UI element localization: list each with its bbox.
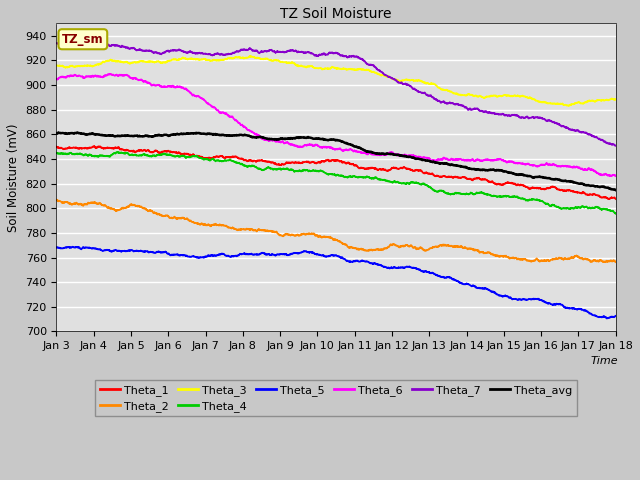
Theta_5 [601, 314, 609, 320]
Theta_4 [116, 150, 124, 156]
Line: Theta_3: Theta_3 [56, 56, 616, 106]
Theta_avg [612, 187, 620, 193]
Theta_4 [541, 200, 548, 206]
Theta_6 [612, 173, 620, 179]
Theta_1 [116, 146, 124, 152]
Theta_3 [541, 99, 548, 105]
Theta_2 [267, 228, 275, 234]
Legend: Theta_1, Theta_2, Theta_3, Theta_4, Theta_5, Theta_6, Theta_7, Theta_avg: Theta_1, Theta_2, Theta_3, Theta_4, Thet… [95, 380, 577, 417]
Theta_4 [268, 166, 275, 171]
Line: Theta_7: Theta_7 [56, 42, 616, 146]
Line: Theta_avg: Theta_avg [56, 133, 616, 190]
Theta_1 [90, 143, 98, 149]
Theta_7 [601, 139, 609, 144]
Theta_7 [612, 143, 620, 149]
Theta_3 [116, 59, 124, 65]
Theta_1 [541, 187, 548, 192]
Theta_3 [291, 62, 299, 68]
Title: TZ Soil Moisture: TZ Soil Moisture [280, 7, 392, 21]
Line: Theta_4: Theta_4 [56, 152, 616, 214]
Theta_avg [52, 130, 60, 136]
Line: Theta_5: Theta_5 [56, 247, 616, 318]
Theta_4 [52, 150, 60, 156]
Theta_5 [291, 250, 299, 256]
Theta_7 [116, 44, 124, 49]
Theta_6 [541, 162, 548, 168]
Theta_1 [601, 194, 609, 200]
Theta_2 [601, 259, 609, 264]
Theta_7 [52, 40, 60, 46]
Theta_avg [150, 133, 157, 139]
Theta_avg [74, 130, 82, 136]
Theta_3 [612, 96, 620, 102]
Theta_2 [52, 197, 60, 203]
Y-axis label: Soil Moisture (mV): Soil Moisture (mV) [7, 123, 20, 232]
Theta_2 [612, 259, 620, 265]
Theta_4 [291, 168, 299, 174]
Line: Theta_2: Theta_2 [56, 200, 616, 262]
Theta_avg [116, 133, 124, 139]
Theta_3 [565, 103, 573, 108]
Theta_3 [601, 97, 609, 103]
Theta_7 [77, 39, 84, 45]
Theta_6 [268, 137, 275, 143]
Theta_1 [605, 196, 613, 202]
Theta_2 [116, 207, 124, 213]
Theta_1 [291, 159, 299, 165]
Theta_6 [116, 72, 124, 78]
Theta_6 [601, 172, 609, 178]
Theta_avg [291, 135, 299, 141]
Theta_5 [116, 248, 124, 254]
Line: Theta_1: Theta_1 [56, 146, 616, 199]
Theta_7 [541, 116, 548, 122]
Theta_1 [150, 149, 157, 155]
Theta_7 [268, 47, 275, 53]
Theta_3 [150, 59, 157, 65]
Theta_2 [150, 210, 157, 216]
Theta_4 [601, 206, 609, 212]
Theta_3 [52, 62, 60, 68]
Theta_6 [52, 76, 60, 82]
Theta_3 [268, 58, 275, 63]
Theta_5 [52, 245, 60, 251]
Theta_2 [602, 259, 609, 265]
Theta_4 [113, 149, 121, 155]
Theta_1 [52, 144, 60, 150]
Theta_7 [150, 49, 157, 55]
Theta_2 [541, 257, 548, 263]
Theta_5 [68, 244, 76, 250]
Theta_4 [150, 153, 157, 158]
Theta_6 [106, 71, 113, 77]
Theta_5 [604, 315, 611, 321]
Theta_2 [291, 233, 299, 239]
Text: TZ_sm: TZ_sm [62, 33, 104, 46]
X-axis label: Time: Time [591, 356, 618, 366]
Theta_5 [541, 299, 548, 304]
Theta_6 [291, 143, 299, 149]
Theta_5 [150, 250, 157, 255]
Theta_5 [612, 313, 620, 319]
Theta_1 [268, 160, 275, 166]
Line: Theta_6: Theta_6 [56, 74, 616, 176]
Theta_4 [612, 211, 620, 216]
Theta_3 [246, 53, 253, 59]
Theta_1 [612, 196, 620, 202]
Theta_avg [601, 184, 609, 190]
Theta_5 [268, 252, 275, 258]
Theta_avg [541, 175, 548, 180]
Theta_7 [291, 48, 299, 53]
Theta_6 [608, 173, 616, 179]
Theta_6 [150, 82, 157, 88]
Theta_avg [268, 136, 275, 142]
